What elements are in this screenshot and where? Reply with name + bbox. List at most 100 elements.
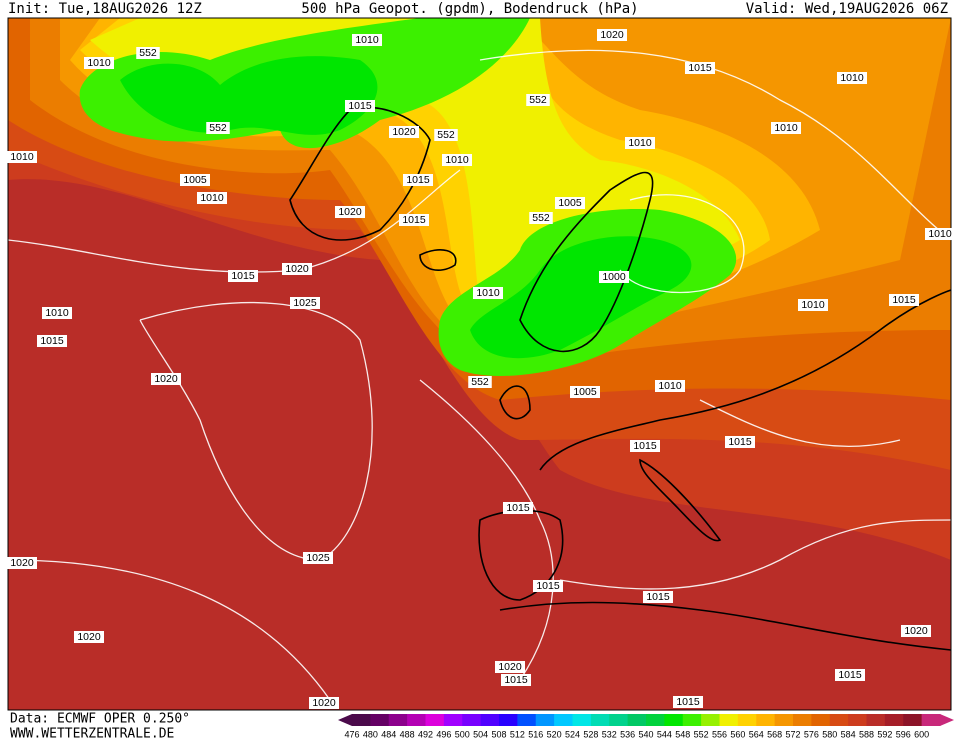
isobar-label: 1015 [646,591,670,603]
isobar-label-box [625,137,655,149]
isobar-label: 1015 [506,502,530,514]
isobar-label-box [403,174,433,186]
isobar-label: 1020 [392,126,416,138]
isobar-label-box [533,580,563,592]
scale-arrow-right [940,714,954,726]
isobar-label: 1020 [10,557,34,569]
isobar-label-box [643,591,673,603]
isobar-label-box [599,271,629,283]
scale-box [443,714,463,726]
isobar-label: 1025 [293,297,317,309]
scale-label: 564 [749,729,764,739]
scale-box [554,714,573,726]
isobar-label: 1015 [406,174,430,186]
scale-box [370,714,390,726]
isobar-label-box [835,669,865,681]
isobar-label: 1015 [504,674,528,686]
isobar-label: 1015 [231,270,255,282]
isobar-label: 1015 [838,669,862,681]
isobar-label-box [630,440,660,452]
scale-label: 528 [583,729,598,739]
scale-label: 584 [841,729,856,739]
isobar-label-box [555,197,585,209]
isobar-label-box [798,299,828,311]
scale-box [407,714,426,726]
scale-label: 524 [565,729,580,739]
isobar-label: 1020 [904,625,928,637]
scale-box [590,714,610,726]
isobar-label: 1015 [40,335,64,347]
isobar-label: 1010 [801,299,825,311]
isobar-label-box [37,335,67,347]
scale-box [535,714,555,726]
isobar-label: 1010 [445,154,469,166]
isobar-label: 1020 [498,661,522,673]
scale-label: 484 [381,729,396,739]
scale-box [848,714,867,726]
scale-box [829,714,849,726]
isobar-label-box [151,373,181,385]
isobar-label-box [725,436,755,448]
isobar-label-box [468,376,492,388]
scale-box [774,714,794,726]
scale-label: 588 [859,729,874,739]
isobar-label-box [206,122,230,134]
scale-label: 476 [344,729,359,739]
scale-label: 596 [896,729,911,739]
scale-label: 536 [620,729,635,739]
isobar-label-box [434,129,458,141]
scale-label: 512 [510,729,525,739]
isobar-label: 1015 [536,580,560,592]
scale-box [609,714,629,726]
scale-box [682,714,702,726]
isobar-label-box [529,212,553,224]
isobar-label-box [352,34,382,46]
scale-arrow-left [338,714,352,726]
isobar-label: 1010 [774,122,798,134]
scale-label: 496 [436,729,451,739]
isobar-label: 552 [532,212,550,224]
isobar-label: 1020 [77,631,101,643]
map-frame [7,17,952,711]
isobar-label-box [290,297,320,309]
isobar-label-box [282,263,312,275]
isobar-label: 1020 [312,697,336,709]
isobar-label-box [345,100,375,112]
isobar-label-box [335,206,365,218]
scale-box [719,714,739,726]
isobar-label-box [42,307,72,319]
isobar-label: 1015 [348,100,372,112]
isobar-label-box [570,386,600,398]
isobar-label-box [655,380,685,392]
isobar-label-box [673,696,703,708]
scale-box [811,714,831,726]
scale-label: 600 [914,729,929,739]
scale-box [352,714,371,726]
isobar-label: 1010 [928,228,952,240]
data-source: Data: ECMWF OPER 0.250° [10,712,190,727]
isobar-label: 1010 [45,307,69,319]
scale-box [572,714,592,726]
scale-label: 508 [491,729,506,739]
scale-label: 520 [547,729,562,739]
isobar-label-box [399,214,429,226]
isobar-label-box [84,57,114,69]
isobar-label-box [309,697,339,709]
scale-label: 556 [712,729,727,739]
isobar-label-box [503,502,533,514]
isobar-label: 1015 [688,62,712,74]
isobar-label: 552 [209,122,227,134]
scale-label: 544 [657,729,672,739]
scale-label: 568 [767,729,782,739]
scale-label: 540 [638,729,653,739]
isobar-label-box [7,557,37,569]
isobar-label-box [74,631,104,643]
scale-label: 500 [455,729,470,739]
isobar-label-box [7,151,37,163]
scale-label: 548 [675,729,690,739]
scale-box [425,714,445,726]
isobar-label: 552 [529,94,547,106]
isobar-label-box [685,62,715,74]
isobar-label: 1015 [633,440,657,452]
